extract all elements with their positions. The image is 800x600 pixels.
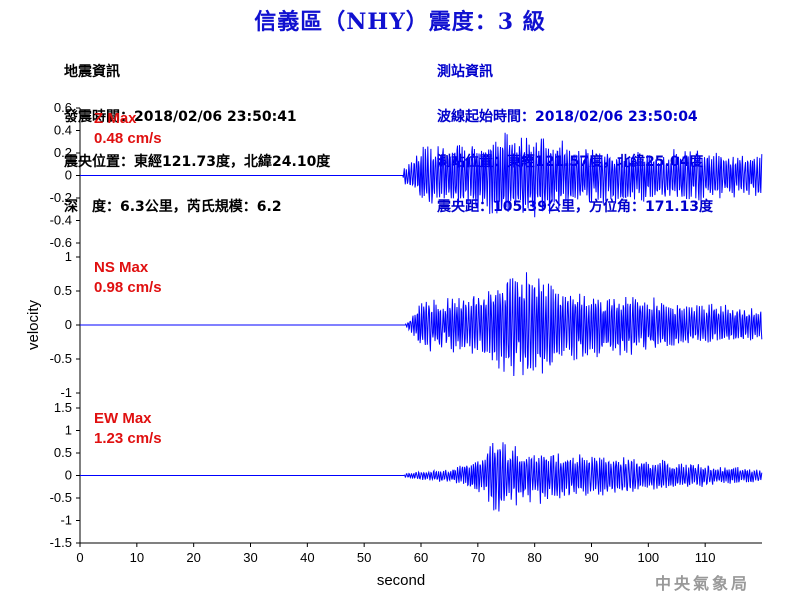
y-tick-label: 1 (65, 423, 72, 438)
y-tick-label: 0.2 (54, 145, 72, 160)
y-tick-label: 0.4 (54, 123, 72, 138)
y-tick-label: 0 (65, 468, 72, 483)
y-tick-label: -0.5 (50, 490, 72, 505)
max-label-value: 0.98 cm/s (94, 279, 162, 296)
max-label-name: NS Max (94, 259, 149, 276)
trace-z (80, 132, 763, 218)
epicenter-location: 震央位置：東經121.73度，北緯24.10度 (64, 154, 331, 170)
x-tick-label: 60 (414, 550, 428, 565)
x-tick-label: 70 (471, 550, 485, 565)
y-tick-label: -0.2 (50, 190, 72, 205)
y-tick-label: 0 (65, 317, 72, 332)
x-tick-label: 20 (186, 550, 200, 565)
x-tick-label: 10 (130, 550, 144, 565)
y-tick-label: -1 (60, 385, 72, 400)
onset-time: 波線起始時間：2018/02/06 23:50:04 (437, 109, 698, 125)
y-tick-label: 1.5 (54, 400, 72, 415)
x-tick-label: 100 (637, 550, 659, 565)
quake-info-block: 地震資訊 發震時間：2018/02/06 23:50:41 震央位置：東經121… (64, 35, 330, 230)
y-tick-label: -1.5 (50, 535, 72, 550)
y-tick-label: -0.6 (50, 235, 72, 250)
origin-time: 發震時間：2018/02/06 23:50:41 (64, 109, 297, 125)
y-tick-label: -0.5 (50, 351, 72, 366)
cwb-watermark: 中央氣象局 (655, 574, 751, 593)
x-axis-label: second (377, 572, 425, 589)
station-info-heading: 測站資訊 (437, 64, 493, 80)
y-tick-label: 0.5 (54, 445, 72, 460)
y-tick-label: 0 (65, 168, 72, 183)
trace-ew (80, 442, 763, 512)
panel-ew: -1.5 -1 -0.5 0 0.5 1 1.5 EW Max 1.23 cm/s (50, 400, 763, 550)
max-label-value: 1.23 cm/s (94, 430, 162, 447)
panel-z: -0.6 -0.4 -0.2 0 0.2 0.4 0.6 Z Max 0.48 cm/s (50, 100, 763, 250)
max-label-name: EW Max (94, 410, 152, 427)
trace-ns (80, 272, 763, 377)
y-tick-label: 0.5 (54, 283, 72, 298)
x-tick-label: 50 (357, 550, 371, 565)
x-tick-label: 80 (527, 550, 541, 565)
depth-magnitude: 深 度：6.3公里，芮氏規模：6.2 (64, 199, 282, 215)
x-tick-label: 110 (695, 550, 716, 565)
y-axis-label: velocity (25, 299, 42, 350)
quake-info-heading: 地震資訊 (64, 64, 120, 80)
x-tick-label: 40 (300, 550, 314, 565)
max-label-value: 0.48 cm/s (94, 130, 162, 147)
max-label-name: Z Max (94, 110, 137, 127)
x-tick-label: 90 (584, 550, 598, 565)
x-tick-label: 30 (243, 550, 257, 565)
y-tick-label: 0.6 (54, 100, 72, 115)
chart-title: 信義區（NHY）震度：3 級 (254, 9, 546, 35)
x-tick-label: 0 (76, 550, 83, 565)
panel-ns: -1 -0.5 0 0.5 1 NS Max 0.98 cm/s (50, 249, 763, 400)
y-tick-label: -1 (60, 513, 72, 528)
y-tick-label: 1 (65, 249, 72, 264)
y-tick-label: -0.4 (50, 213, 72, 228)
